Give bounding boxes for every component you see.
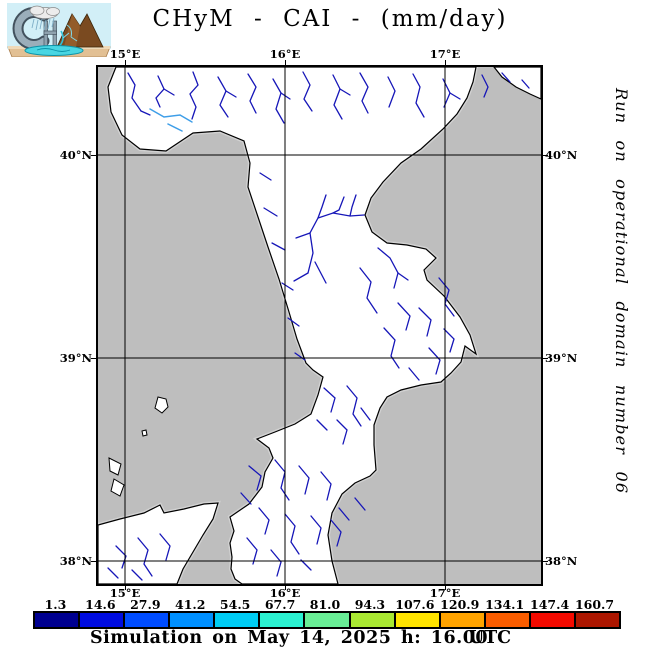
lat-label-right-38n: 38°N [545, 554, 578, 568]
lon-label-bottom-15e: 15°E [109, 586, 141, 600]
colorbar-value: 67.7 [264, 597, 296, 612]
taranto-shore [493, 67, 541, 100]
lat-label-left-38n: 38°N [59, 554, 92, 568]
graticule-tick [91, 561, 96, 562]
graticule-tick [91, 358, 96, 359]
caption-simulation: Simulation on May 14, 2025 h: 16.00 [90, 628, 489, 648]
colorbar-labels: 1.3 14.6 27.9 41.2 54.5 67.7 81.0 94.3 107.6 120.… [33, 597, 617, 612]
logo-water-pool [24, 45, 84, 56]
side-note: Run on operational domain number 06 [612, 88, 631, 495]
logo-letter-h-bar [43, 30, 57, 35]
lat-label-right-39n: 39°N [545, 351, 578, 365]
colorbar-segment [125, 613, 171, 627]
colorbar-segment [80, 613, 126, 627]
lon-label-top-16e: 16°E [269, 47, 301, 61]
river-network-highlight [149, 108, 193, 132]
colorbar-value: 81.0 [309, 597, 341, 612]
logo-mountain-face [64, 14, 80, 47]
graticule-tick [285, 586, 286, 590]
aeolian-islands [108, 396, 169, 497]
colorbar-segment [215, 613, 261, 627]
colorbar-value: 160.7 [574, 597, 615, 612]
lon-label-top-17e: 17°E [429, 47, 461, 61]
colorbar-segment [350, 613, 396, 627]
colorbar-value: 54.5 [219, 597, 251, 612]
graticule-tick [543, 155, 548, 156]
colorbar-value: 107.6 [395, 597, 435, 612]
colorbar-segment [530, 613, 576, 627]
logo-rain-streaks [31, 17, 55, 31]
graticule-tick [445, 60, 446, 65]
caption-utc: UTC [468, 628, 512, 648]
colorbar-value: 41.2 [175, 597, 206, 612]
graticule-tick [91, 155, 96, 156]
river-network [107, 71, 530, 581]
colorbar-segment [35, 613, 81, 627]
colorbar-segment [440, 613, 486, 627]
graticule-tick [445, 586, 446, 590]
logo-cloud-bump-left [29, 5, 45, 16]
graticule-tick [543, 358, 548, 359]
graticule-grid [98, 67, 541, 584]
colorbar-value: 134.1 [485, 597, 525, 612]
sicily-coastline [98, 502, 219, 584]
lon-label-top-15e: 15°E [109, 47, 141, 61]
colorbar-value: 120.9 [440, 597, 480, 612]
graticule-tick [285, 60, 286, 65]
lon-label-bottom-16e: 16°E [269, 586, 301, 600]
colorbar [33, 611, 621, 629]
map-canvas [96, 65, 543, 586]
colorbar-segment [170, 613, 216, 627]
colorbar-value: 94.3 [354, 597, 386, 612]
lat-label-left-40n: 40°N [59, 148, 92, 162]
graticule-tick [125, 586, 126, 590]
colorbar-segment [305, 613, 351, 627]
graticule-tick [125, 60, 126, 65]
colorbar-value: 14.6 [85, 597, 116, 612]
mainland-coastline [107, 67, 478, 584]
logo-stream-lines [62, 24, 78, 42]
logo-water-swirl [36, 48, 71, 52]
graticule-tick [543, 561, 548, 562]
colorbar-segment [260, 613, 306, 627]
colorbar-value: 27.9 [130, 597, 161, 612]
colorbar-value: 147.4 [530, 597, 570, 612]
lat-label-right-40n: 40°N [545, 148, 578, 162]
lon-label-bottom-17e: 17°E [429, 586, 461, 600]
colorbar-segment [485, 613, 531, 627]
lat-label-left-39n: 39°N [59, 351, 92, 365]
logo-cloud-bump-right [46, 7, 60, 16]
colorbar-segment [575, 613, 620, 627]
chym-logo [7, 3, 111, 57]
page-title: CHyM - CAI - (mm/day) [152, 6, 508, 32]
colorbar-value: 1.3 [44, 597, 67, 612]
colorbar-segment [395, 613, 441, 627]
